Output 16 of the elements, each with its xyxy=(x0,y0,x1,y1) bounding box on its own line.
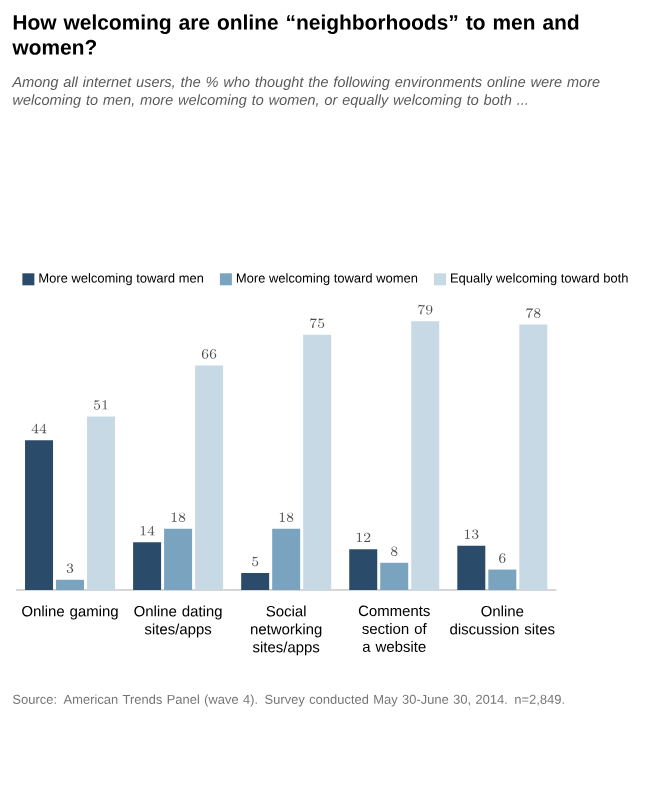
bar xyxy=(25,440,54,590)
chart-title: How welcoming are online “neighborhoods” to men and women? xyxy=(12,14,579,55)
bar xyxy=(303,334,332,590)
bar xyxy=(195,365,224,590)
bar xyxy=(164,528,193,590)
bar xyxy=(519,324,548,590)
bar xyxy=(56,579,85,590)
bar xyxy=(241,572,270,590)
bar xyxy=(272,528,301,590)
bar xyxy=(457,545,486,590)
bar xyxy=(349,549,378,590)
bar xyxy=(488,569,517,590)
bar xyxy=(380,562,409,590)
bar xyxy=(87,416,116,590)
bar xyxy=(133,542,162,590)
bar xyxy=(411,321,440,590)
